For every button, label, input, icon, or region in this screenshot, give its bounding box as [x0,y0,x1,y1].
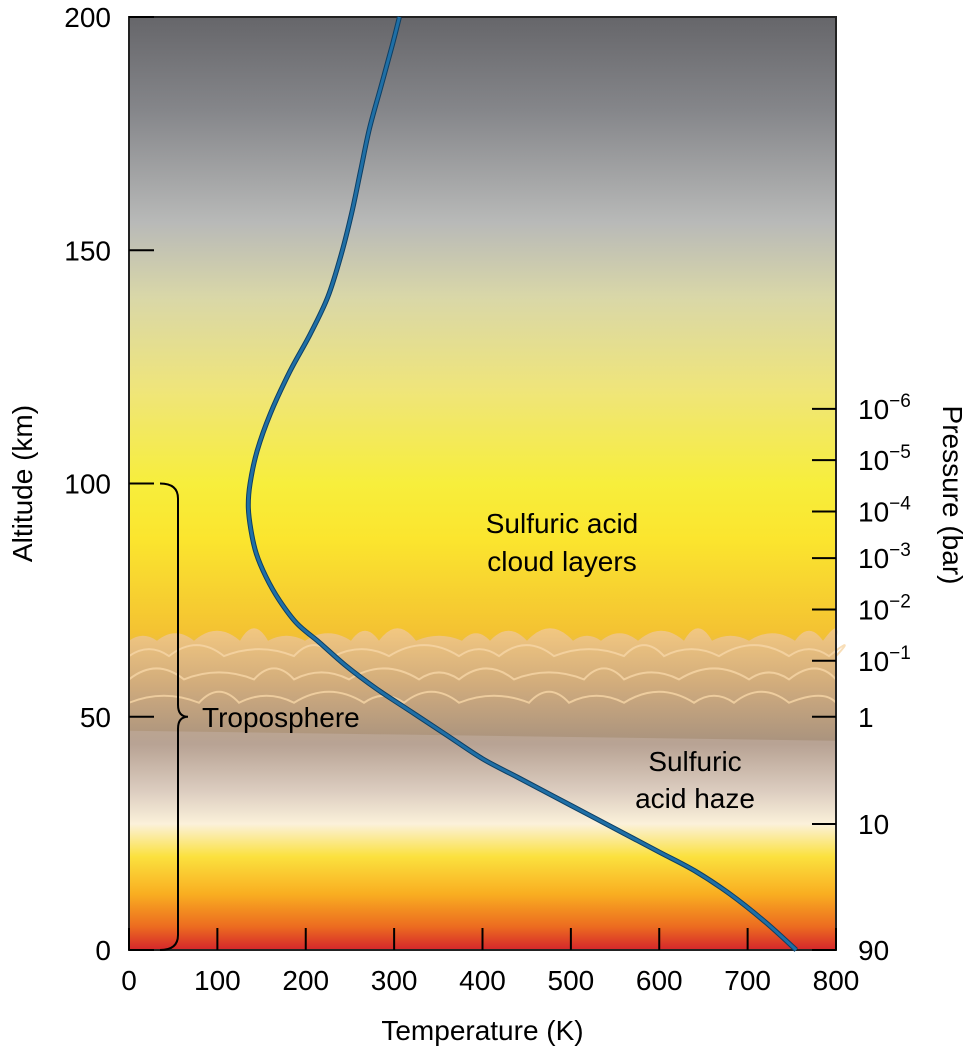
pressure-tick-label: 10−6 [858,391,911,425]
x-tick-label: 0 [121,965,137,996]
x-axis-title: Temperature (K) [381,1015,583,1046]
cloud-layers-label: Sulfuric acid [486,508,639,539]
pressure-tick-label: 1 [858,702,874,733]
pressure-tick-label: 10−2 [858,591,911,625]
pressure-tick-label: 10−1 [858,643,911,677]
pressure-tick-label: 10−5 [858,442,911,476]
y-tick-label: 0 [95,935,111,966]
x-tick-label: 800 [813,965,860,996]
cloud-detail [128,667,837,681]
troposphere-bracket [159,482,189,951]
y-tick-label: 50 [80,702,111,733]
cloud-shape [129,628,838,741]
haze-label: Sulfuric [648,746,741,777]
x-tick-label: 500 [548,965,595,996]
pressure-tick-label: 90 [858,935,889,966]
pressure-tick-label: 10−3 [858,540,911,574]
haze-label: acid haze [635,783,755,814]
y-tick-label: 150 [64,235,111,266]
cloud-detail [128,690,837,705]
y-tick-label: 200 [64,2,111,33]
x-tick-label: 200 [282,965,329,996]
x-tick-label: 100 [194,965,241,996]
y-tick-label: 100 [64,469,111,500]
pressure-tick-label: 10−4 [858,493,911,527]
x-tick-label: 600 [636,965,683,996]
troposphere-label: Troposphere [202,702,360,733]
cloud-layers-label: cloud layers [487,546,636,577]
cloud-layer-band [128,628,846,741]
x-tick-label: 700 [724,965,771,996]
y2-axis-title: Pressure (bar) [937,406,968,585]
x-tick-label: 300 [371,965,418,996]
plot-background [129,17,836,950]
x-tick-label: 400 [459,965,506,996]
cloud-detail [128,644,846,658]
pressure-tick-label: 10 [858,809,889,840]
y-axis-title: Altitude (km) [7,405,38,562]
temperature-profile-line [246,16,798,952]
